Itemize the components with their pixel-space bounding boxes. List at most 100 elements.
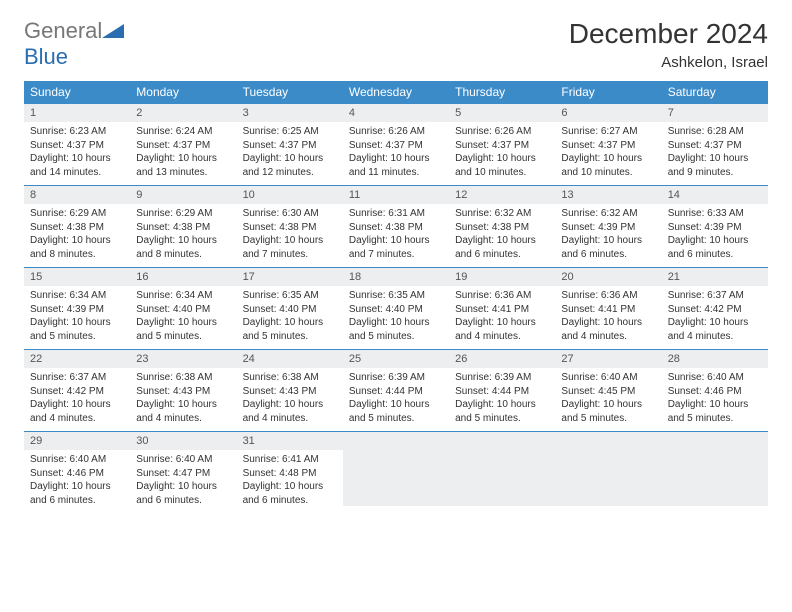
- sunset-line: Sunset: 4:43 PM: [243, 385, 337, 399]
- calendar-page: GeneralBlue December 2024 Ashkelon, Isra…: [0, 0, 792, 523]
- day-number: 14: [662, 186, 768, 204]
- sunrise-line: Sunrise: 6:32 AM: [561, 207, 655, 221]
- day-number: [449, 432, 555, 450]
- sunrise-line: Sunrise: 6:35 AM: [243, 289, 337, 303]
- sunset-line: Sunset: 4:39 PM: [668, 221, 762, 235]
- calendar-day-cell: 26Sunrise: 6:39 AMSunset: 4:44 PMDayligh…: [449, 350, 555, 432]
- location-label: Ashkelon, Israel: [569, 54, 768, 71]
- day-number: 15: [24, 268, 130, 286]
- calendar-day-cell: 12Sunrise: 6:32 AMSunset: 4:38 PMDayligh…: [449, 186, 555, 268]
- calendar-day-cell: 13Sunrise: 6:32 AMSunset: 4:39 PMDayligh…: [555, 186, 661, 268]
- day-body: Sunrise: 6:40 AMSunset: 4:46 PMDaylight:…: [24, 450, 130, 513]
- sunrise-line: Sunrise: 6:33 AM: [668, 207, 762, 221]
- day-number: 3: [237, 104, 343, 122]
- daylight-line: Daylight: 10 hours and 7 minutes.: [243, 234, 337, 261]
- calendar-day-cell: 21Sunrise: 6:37 AMSunset: 4:42 PMDayligh…: [662, 268, 768, 350]
- calendar-day-cell: 24Sunrise: 6:38 AMSunset: 4:43 PMDayligh…: [237, 350, 343, 432]
- day-body: Sunrise: 6:35 AMSunset: 4:40 PMDaylight:…: [237, 286, 343, 349]
- day-body: Sunrise: 6:30 AMSunset: 4:38 PMDaylight:…: [237, 204, 343, 267]
- sunset-line: Sunset: 4:46 PM: [30, 467, 124, 481]
- day-body: Sunrise: 6:38 AMSunset: 4:43 PMDaylight:…: [237, 368, 343, 431]
- daylight-line: Daylight: 10 hours and 8 minutes.: [30, 234, 124, 261]
- calendar-day-cell: 11Sunrise: 6:31 AMSunset: 4:38 PMDayligh…: [343, 186, 449, 268]
- sunrise-line: Sunrise: 6:28 AM: [668, 125, 762, 139]
- daylight-line: Daylight: 10 hours and 5 minutes.: [561, 398, 655, 425]
- daylight-line: Daylight: 10 hours and 4 minutes.: [136, 398, 230, 425]
- daylight-line: Daylight: 10 hours and 10 minutes.: [455, 152, 549, 179]
- day-body: Sunrise: 6:39 AMSunset: 4:44 PMDaylight:…: [449, 368, 555, 431]
- sunrise-line: Sunrise: 6:36 AM: [455, 289, 549, 303]
- header: GeneralBlue December 2024 Ashkelon, Isra…: [24, 18, 768, 71]
- daylight-line: Daylight: 10 hours and 14 minutes.: [30, 152, 124, 179]
- calendar-day-cell: 15Sunrise: 6:34 AMSunset: 4:39 PMDayligh…: [24, 268, 130, 350]
- day-number: 18: [343, 268, 449, 286]
- day-number: 21: [662, 268, 768, 286]
- calendar-day-cell: 22Sunrise: 6:37 AMSunset: 4:42 PMDayligh…: [24, 350, 130, 432]
- sunrise-line: Sunrise: 6:25 AM: [243, 125, 337, 139]
- calendar-day-cell: 1Sunrise: 6:23 AMSunset: 4:37 PMDaylight…: [24, 104, 130, 186]
- day-body: [555, 450, 661, 506]
- daylight-line: Daylight: 10 hours and 13 minutes.: [136, 152, 230, 179]
- day-body: Sunrise: 6:35 AMSunset: 4:40 PMDaylight:…: [343, 286, 449, 349]
- calendar-day-cell: 28Sunrise: 6:40 AMSunset: 4:46 PMDayligh…: [662, 350, 768, 432]
- calendar-day-cell: 2Sunrise: 6:24 AMSunset: 4:37 PMDaylight…: [130, 104, 236, 186]
- calendar-day-cell: 29Sunrise: 6:40 AMSunset: 4:46 PMDayligh…: [24, 432, 130, 514]
- sunrise-line: Sunrise: 6:31 AM: [349, 207, 443, 221]
- day-number: 27: [555, 350, 661, 368]
- calendar-day-cell: [555, 432, 661, 514]
- brand-logo: GeneralBlue: [24, 18, 124, 70]
- calendar-day-cell: 10Sunrise: 6:30 AMSunset: 4:38 PMDayligh…: [237, 186, 343, 268]
- calendar-day-cell: 23Sunrise: 6:38 AMSunset: 4:43 PMDayligh…: [130, 350, 236, 432]
- sunset-line: Sunset: 4:37 PM: [30, 139, 124, 153]
- sunset-line: Sunset: 4:38 PM: [349, 221, 443, 235]
- daylight-line: Daylight: 10 hours and 5 minutes.: [455, 398, 549, 425]
- sunrise-line: Sunrise: 6:35 AM: [349, 289, 443, 303]
- daylight-line: Daylight: 10 hours and 4 minutes.: [243, 398, 337, 425]
- daylight-line: Daylight: 10 hours and 8 minutes.: [136, 234, 230, 261]
- calendar-day-cell: 20Sunrise: 6:36 AMSunset: 4:41 PMDayligh…: [555, 268, 661, 350]
- calendar-day-cell: [343, 432, 449, 514]
- daylight-line: Daylight: 10 hours and 6 minutes.: [243, 480, 337, 507]
- day-body: [449, 450, 555, 506]
- sunrise-line: Sunrise: 6:36 AM: [561, 289, 655, 303]
- calendar-table: SundayMondayTuesdayWednesdayThursdayFrid…: [24, 81, 768, 513]
- daylight-line: Daylight: 10 hours and 5 minutes.: [668, 398, 762, 425]
- day-number: 30: [130, 432, 236, 450]
- day-number: 19: [449, 268, 555, 286]
- sunrise-line: Sunrise: 6:29 AM: [136, 207, 230, 221]
- daylight-line: Daylight: 10 hours and 10 minutes.: [561, 152, 655, 179]
- calendar-day-cell: 8Sunrise: 6:29 AMSunset: 4:38 PMDaylight…: [24, 186, 130, 268]
- sunset-line: Sunset: 4:46 PM: [668, 385, 762, 399]
- sunrise-line: Sunrise: 6:37 AM: [30, 371, 124, 385]
- day-body: Sunrise: 6:40 AMSunset: 4:46 PMDaylight:…: [662, 368, 768, 431]
- sunset-line: Sunset: 4:39 PM: [561, 221, 655, 235]
- day-body: Sunrise: 6:34 AMSunset: 4:40 PMDaylight:…: [130, 286, 236, 349]
- day-number: 4: [343, 104, 449, 122]
- day-number: [555, 432, 661, 450]
- sunrise-line: Sunrise: 6:40 AM: [30, 453, 124, 467]
- daylight-line: Daylight: 10 hours and 6 minutes.: [561, 234, 655, 261]
- sunrise-line: Sunrise: 6:41 AM: [243, 453, 337, 467]
- day-number: 25: [343, 350, 449, 368]
- calendar-day-cell: 5Sunrise: 6:26 AMSunset: 4:37 PMDaylight…: [449, 104, 555, 186]
- sunset-line: Sunset: 4:40 PM: [136, 303, 230, 317]
- daylight-line: Daylight: 10 hours and 12 minutes.: [243, 152, 337, 179]
- calendar-day-cell: 3Sunrise: 6:25 AMSunset: 4:37 PMDaylight…: [237, 104, 343, 186]
- daylight-line: Daylight: 10 hours and 5 minutes.: [349, 316, 443, 343]
- day-body: Sunrise: 6:37 AMSunset: 4:42 PMDaylight:…: [662, 286, 768, 349]
- sunset-line: Sunset: 4:44 PM: [349, 385, 443, 399]
- page-title: December 2024: [569, 18, 768, 50]
- day-number: 29: [24, 432, 130, 450]
- day-number: 24: [237, 350, 343, 368]
- day-number: 6: [555, 104, 661, 122]
- sunrise-line: Sunrise: 6:34 AM: [30, 289, 124, 303]
- sunset-line: Sunset: 4:37 PM: [136, 139, 230, 153]
- daylight-line: Daylight: 10 hours and 7 minutes.: [349, 234, 443, 261]
- weekday-header: Sunday: [24, 81, 130, 104]
- day-number: 9: [130, 186, 236, 204]
- day-number: 5: [449, 104, 555, 122]
- day-number: 7: [662, 104, 768, 122]
- calendar-day-cell: 16Sunrise: 6:34 AMSunset: 4:40 PMDayligh…: [130, 268, 236, 350]
- sunset-line: Sunset: 4:38 PM: [136, 221, 230, 235]
- calendar-day-cell: 19Sunrise: 6:36 AMSunset: 4:41 PMDayligh…: [449, 268, 555, 350]
